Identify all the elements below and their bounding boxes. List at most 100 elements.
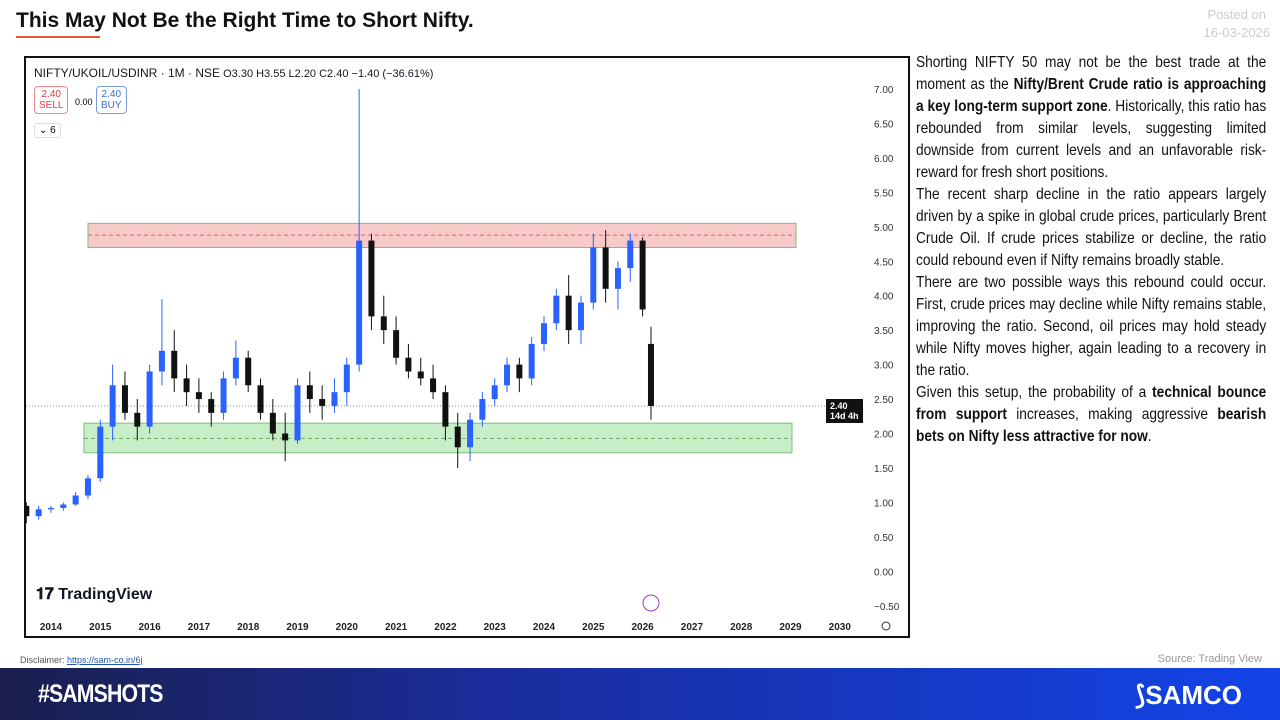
- sell-label: SELL: [39, 100, 64, 111]
- x-tick-label: 2016: [138, 622, 161, 633]
- candle-body: [405, 357, 412, 372]
- y-tick-label: 0.00: [874, 567, 894, 578]
- candle-body: [183, 378, 190, 393]
- x-tick-label: 2020: [336, 622, 359, 633]
- candle-body: [48, 507, 54, 510]
- candle-body: [109, 385, 116, 427]
- y-tick-label: 6.00: [874, 154, 894, 165]
- disclaimer-link[interactable]: https://sam-co.in/6j: [67, 655, 143, 665]
- candle-body: [504, 364, 511, 386]
- candle-body: [257, 385, 264, 413]
- candle-body: [541, 323, 547, 344]
- candle-body: [565, 295, 572, 331]
- candle-body: [269, 412, 276, 434]
- y-tick-label: 2.50: [874, 395, 894, 406]
- hashtag: #SAMSHOTS: [38, 680, 163, 708]
- candle-body: [306, 385, 313, 400]
- candle-body: [454, 426, 461, 448]
- tradingview-logo: 𝟏𝟕 TradingView: [36, 586, 152, 604]
- candle-body: [35, 509, 42, 517]
- candle-body: [491, 385, 498, 400]
- text: Given this setup, the probability of a: [916, 384, 1153, 401]
- y-tick-label: 0.50: [874, 533, 894, 544]
- candle-body: [614, 268, 621, 289]
- candle-body: [627, 240, 634, 269]
- candle-body: [208, 399, 215, 413]
- text: . Historically, this ratio has rebounded…: [916, 98, 1267, 181]
- settings-icon: [881, 621, 891, 631]
- bold-text: Nifty/Brent Crude ratio is approaching a…: [916, 76, 1267, 115]
- candle-body: [158, 350, 165, 372]
- bar-countdown: 14d 4h: [830, 411, 859, 421]
- candle-body: [602, 247, 609, 289]
- candle-body: [195, 392, 202, 400]
- paragraph-2: The recent sharp decline in the ratio ap…: [916, 186, 1267, 269]
- samco-logo-icon: ⟆: [1135, 680, 1146, 710]
- symbol-label: NIFTY/UKOIL/USDINR · 1M · NSE: [34, 66, 221, 80]
- x-tick-label: 2023: [484, 622, 507, 633]
- candle-body: [590, 247, 597, 303]
- candle-body: [553, 295, 560, 324]
- source-note: Source: Trading View: [1157, 653, 1262, 665]
- brand-text: SAMCO: [1145, 680, 1242, 710]
- paragraph-4: Given this setup, the probability of a t…: [916, 382, 1266, 448]
- y-tick-label: 4.00: [874, 292, 894, 303]
- page-title: This May Not Be the Right Time to Short …: [16, 9, 474, 32]
- posted-value: 16-03-2026: [1203, 25, 1271, 40]
- chart: 7.00 6.50 6.00 5.50 5.00 4.50 4.00 3.50 3.00 2.50…: [24, 56, 910, 638]
- footer-banner: #SAMSHOTS ⟆SAMCO: [0, 668, 1280, 720]
- candle-body: [220, 378, 227, 413]
- posted-label: Posted on: [1207, 7, 1267, 22]
- samco-logo: ⟆SAMCO: [1135, 680, 1242, 711]
- candle-body: [121, 385, 128, 413]
- x-tick-label: 2027: [681, 622, 704, 633]
- x-tick-label: 2029: [779, 622, 802, 633]
- x-tick-label: 2028: [730, 622, 753, 633]
- y-tick-label: 2.00: [874, 430, 894, 441]
- watermark-text: TradingView: [58, 586, 153, 603]
- y-tick-label: 4.50: [874, 257, 894, 268]
- bold-text: bearish bets on Nifty less attractive fo…: [916, 406, 1267, 445]
- candle-body: [146, 371, 153, 427]
- candle-body: [467, 419, 474, 448]
- candle-body: [72, 495, 79, 505]
- y-tick-label: 5.00: [874, 223, 894, 234]
- candle-body: [319, 399, 326, 406]
- candle-body: [171, 350, 178, 379]
- y-tick-label: 5.50: [874, 188, 894, 199]
- candle-body: [282, 433, 289, 441]
- candle-body: [26, 505, 30, 517]
- sell-price: 2.40: [41, 89, 61, 100]
- x-tick-label: 2024: [533, 622, 556, 633]
- y-tick-label: 7.00: [874, 85, 894, 96]
- candle-body: [430, 378, 437, 393]
- candle-body: [60, 504, 67, 508]
- y-tick-label: 6.50: [874, 119, 894, 130]
- x-tick-label: 2017: [188, 622, 211, 633]
- candle-body: [368, 240, 375, 317]
- candle-body: [245, 357, 252, 386]
- candle-body: [516, 364, 523, 379]
- ohlc-readout: O3.30 H3.55 L2.20 C2.40 −1.40 (−36.61%): [223, 68, 434, 80]
- candle-body: [380, 316, 387, 331]
- indicators-toggle[interactable]: ⌄ 6: [34, 123, 61, 138]
- candle-body: [577, 302, 584, 331]
- text: .: [1147, 428, 1152, 445]
- candle-body: [97, 426, 104, 479]
- chart-canvas: 7.00 6.50 6.00 5.50 5.00 4.50 4.00 3.50 3.00 2.50…: [26, 85, 900, 633]
- candle-body: [479, 399, 486, 420]
- y-tick-label: 3.50: [874, 326, 894, 337]
- x-tick-label: 2021: [385, 622, 408, 633]
- candle-body: [356, 240, 363, 365]
- sell-button[interactable]: 2.40 SELL: [34, 86, 69, 114]
- candle-body: [134, 412, 141, 427]
- text: increases, making aggressive: [1006, 406, 1218, 423]
- candle-body: [294, 385, 301, 441]
- bold-text: technical bounce from support: [916, 384, 1267, 423]
- x-tick-label: 2030: [829, 622, 852, 633]
- disclaimer: Disclaimer: https://sam-co.in/6j: [20, 655, 143, 665]
- candle-body: [343, 364, 350, 393]
- y-tick-label: −0.50: [874, 602, 900, 613]
- buy-button[interactable]: 2.40 BUY: [96, 86, 127, 114]
- chevron-down-icon: ⌄: [39, 125, 48, 136]
